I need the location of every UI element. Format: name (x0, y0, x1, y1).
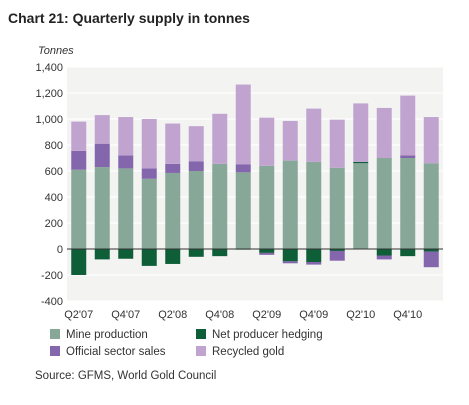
bar-segment (353, 163, 369, 249)
y-tick-label: 1,000 (35, 114, 63, 126)
legend-swatch (50, 329, 60, 339)
bar-segment (165, 249, 181, 264)
y-tick-label: 200 (45, 218, 63, 230)
bar-segment (423, 251, 439, 268)
bar-segment (141, 119, 157, 169)
bar-segment (282, 120, 298, 161)
x-tick-label: Q2'10 (346, 309, 375, 321)
bar-segment (329, 119, 345, 168)
y-tick-label: 400 (45, 192, 63, 204)
bar-segment (165, 163, 181, 173)
bars (71, 84, 439, 275)
legend-swatch (196, 329, 206, 339)
bar-segment (71, 150, 87, 170)
x-tick-label: Q2'08 (158, 309, 187, 321)
bar-segment (212, 163, 228, 249)
x-tick-label: Q4'10 (393, 309, 422, 321)
bar-segment (165, 172, 181, 249)
x-tick-label: Q4'08 (205, 309, 234, 321)
bar-segment (118, 155, 134, 169)
y-tick-label: -200 (41, 270, 63, 282)
legend-label: Net producer hedging (212, 329, 323, 341)
bar-segment (376, 249, 392, 256)
bar-segment (259, 165, 275, 249)
bar-segment (165, 123, 181, 164)
bar-segment (235, 84, 251, 165)
bar-segment (376, 107, 392, 158)
chart-title: Chart 21: Quarterly supply in tonnes (8, 10, 250, 26)
bar-segment (282, 160, 298, 249)
source-note: Source: GFMS, World Gold Council (35, 370, 217, 382)
legend: Mine production Net producer hedging Offic… (50, 329, 323, 358)
bar-segment (376, 255, 392, 260)
bar-segment (306, 161, 322, 249)
bar-segment (71, 169, 87, 249)
bar-segment (306, 249, 322, 262)
bar-segment (188, 161, 204, 171)
bar-segment (376, 158, 392, 249)
y-tick-label: -400 (41, 296, 63, 308)
bar-segment (400, 158, 416, 249)
legend-swatch (196, 346, 206, 356)
bar-segment (400, 155, 416, 158)
x-tick-label: Q4'09 (299, 309, 328, 321)
legend-label: Official sector sales (66, 346, 166, 358)
bar-segment (94, 143, 110, 168)
bar-segment (259, 249, 275, 253)
bar-segment (118, 168, 134, 249)
bar-segment (235, 164, 251, 173)
bar-segment (94, 167, 110, 249)
legend-label: Mine production (66, 329, 148, 341)
bar-segment (282, 261, 298, 264)
y-tick-label: 1,200 (35, 88, 63, 100)
bar-segment (353, 103, 369, 162)
bar-segment (259, 117, 275, 166)
bar-segment (71, 121, 87, 151)
bar-segment (423, 249, 439, 252)
x-tick-label: Q2'07 (64, 309, 93, 321)
bar-segment (118, 117, 134, 156)
legend-label: Recycled gold (212, 346, 284, 358)
bar-segment (235, 172, 251, 249)
bar-segment (306, 262, 322, 265)
y-axis-label: Tonnes (38, 45, 74, 57)
bar-segment (353, 161, 369, 164)
bar-segment (71, 249, 87, 275)
y-tick-label: 600 (45, 166, 63, 178)
bar-segment (400, 249, 416, 257)
bar-segment (329, 167, 345, 249)
y-tick-label: 1,400 (35, 62, 63, 74)
bar-segment (141, 178, 157, 249)
bar-segment (282, 249, 298, 262)
bar-segment (188, 126, 204, 162)
axes: -400 -200 0 200 400 600 800 1,000 1,200 1,400 Q2'0… (35, 62, 443, 321)
bar-segment (141, 249, 157, 266)
y-tick-label: 0 (57, 244, 63, 256)
bar-segment (212, 249, 228, 257)
x-tick-label: Q4'07 (111, 309, 140, 321)
x-tick-label: Q2'09 (252, 309, 281, 321)
bar-segment (329, 250, 345, 261)
bar-segment (118, 249, 134, 259)
legend-swatch (50, 346, 60, 356)
bar-segment (141, 168, 157, 179)
bar-segment (423, 163, 439, 249)
bar-segment (94, 249, 110, 260)
bar-segment (306, 108, 322, 162)
bar-segment (329, 249, 345, 251)
bar-segment (212, 113, 228, 164)
y-tick-label: 800 (45, 140, 63, 152)
bar-segment (259, 252, 275, 255)
bar-segment (188, 249, 204, 257)
bar-segment (94, 115, 110, 144)
bar-segment (400, 95, 416, 156)
bar-segment (423, 117, 439, 164)
bar-segment (188, 171, 204, 249)
